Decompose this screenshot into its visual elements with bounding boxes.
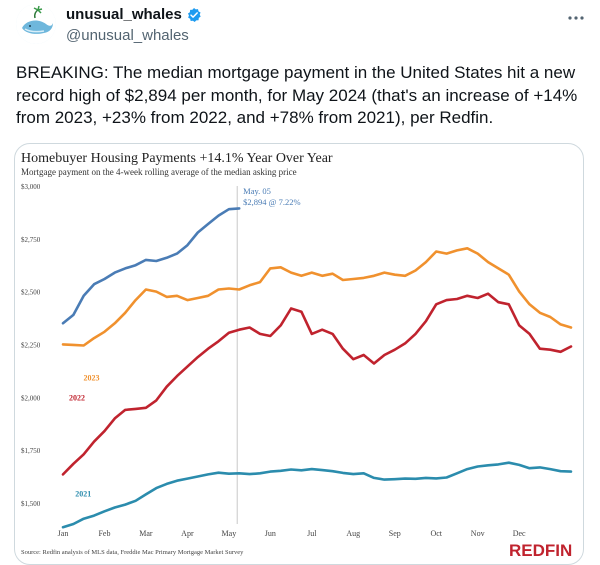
tweet-text: BREAKING: The median mortgage payment in… [16,63,578,127]
verified-badge-icon [186,7,202,23]
x-tick-label: Dec [513,529,526,538]
chart-title: Homebuyer Housing Payments +14.1% Year O… [21,151,333,166]
chart-subtitle: Mortgage payment on the 4-week rolling a… [21,167,297,177]
x-axis: Jan Feb Mar Apr May Jun Jul Aug Sep Oct Nov Dec [58,529,526,538]
chart-source: Source: Redfin analysis of MLS data, Fre… [21,549,244,556]
x-tick-label: Apr [181,529,194,538]
y-tick-label: $3,000 [21,183,41,191]
series-line-2022 [61,292,573,476]
series-line-2023 [61,247,573,347]
x-tick-label: May [222,529,237,538]
display-name[interactable]: unusual_whales [66,6,182,23]
annotation-value: $2,894 @ 7.22% [243,197,300,207]
x-tick-label: Sep [389,529,401,538]
annotation-date: May. 05 [243,186,271,196]
x-tick-label: Jan [58,529,69,538]
y-tick-label: $1,500 [21,500,41,508]
y-tick-label: $2,750 [21,236,41,244]
mortgage-payment-chart: Homebuyer Housing Payments +14.1% Year O… [21,151,573,560]
user-handle[interactable]: @unusual_whales [66,27,189,44]
tweet-media-chart[interactable]: Homebuyer Housing Payments +14.1% Year O… [14,143,584,565]
tweet-header: unusual_whales @unusual_whales [0,0,600,56]
series-label-2023: 2023 [84,373,100,382]
y-tick-label: $1,750 [21,447,41,455]
x-tick-label: Aug [346,529,360,538]
x-tick-label: Oct [430,529,442,538]
redfin-logo: REDFIN [509,541,572,560]
series-line-2024 [61,207,241,325]
series-line-2021 [61,461,573,529]
y-axis: $1,500 $1,750 $2,000 $2,250 $2,500 $2,750 $3,0… [21,183,41,508]
avatar[interactable] [16,4,56,44]
y-tick-label: $2,000 [21,394,41,402]
x-tick-label: Jul [307,529,317,538]
series-label-2021: 2021 [75,490,91,499]
y-tick-label: $2,250 [21,341,41,349]
x-tick-label: Feb [98,529,110,538]
series-layer: 2021 2022 2023 [61,207,573,529]
series-label-2022: 2022 [69,393,85,402]
y-tick-label: $2,500 [21,289,41,297]
x-tick-label: Nov [471,529,485,538]
x-tick-label: Jun [265,529,276,538]
more-horizontal-icon[interactable] [566,8,586,28]
whale-logo-icon [16,4,56,44]
x-tick-label: Mar [139,529,153,538]
